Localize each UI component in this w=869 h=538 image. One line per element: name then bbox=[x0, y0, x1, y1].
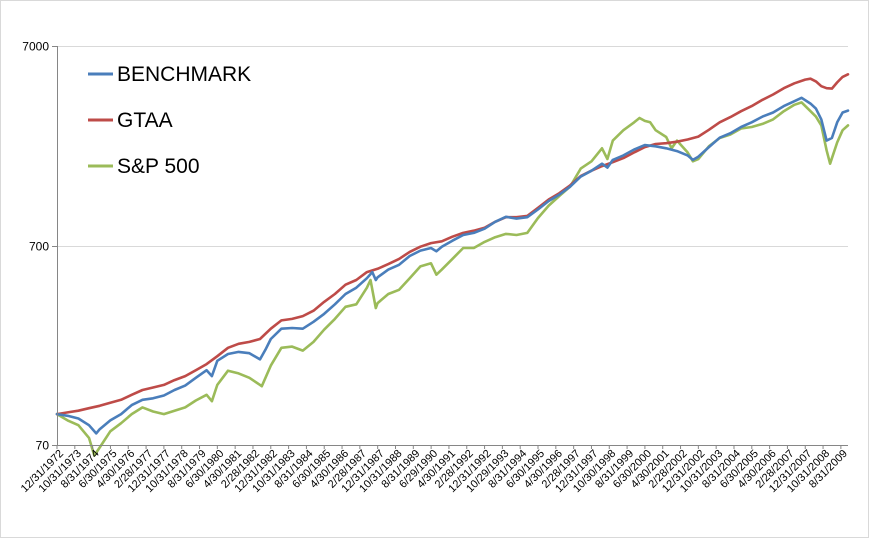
legend-label: GTAA bbox=[117, 109, 173, 132]
y-tick-label: 700 bbox=[29, 240, 49, 254]
gridlines bbox=[57, 46, 848, 247]
series-line-benchmark bbox=[55, 96, 850, 435]
y-tick-label: 70 bbox=[36, 439, 50, 453]
series-lines bbox=[55, 73, 850, 457]
legend-label: BENCHMARK bbox=[117, 63, 251, 86]
y-axis-labels: 70 700 7000 bbox=[22, 40, 49, 453]
legend: BENCHMARK GTAA S&P 500 bbox=[88, 63, 251, 178]
series-line-gtaa bbox=[55, 73, 850, 416]
y-tick-label: 7000 bbox=[22, 40, 49, 54]
x-axis-labels: 12/31/197210/31/19738/31/19746/30/19754/… bbox=[19, 448, 850, 495]
axes bbox=[52, 46, 848, 449]
legend-label: S&P 500 bbox=[117, 155, 200, 178]
